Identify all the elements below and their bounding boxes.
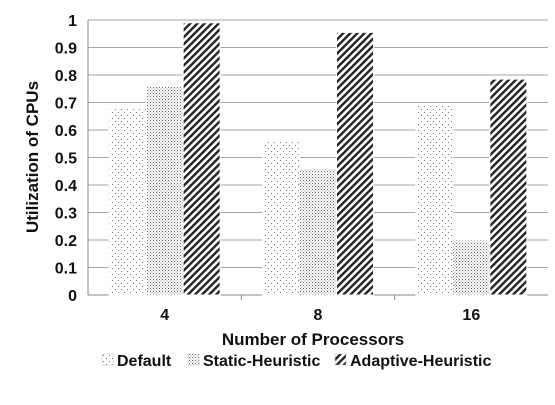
bar-static-heuristic-4 xyxy=(145,85,184,296)
bar-adaptive-heuristic-4 xyxy=(182,22,221,296)
bar-static-heuristic-8 xyxy=(299,168,337,296)
legend-swatch-adaptive-heuristic xyxy=(334,353,347,366)
bar-adaptive-heuristic-16 xyxy=(489,78,528,296)
y-tick-label: 1 xyxy=(68,13,77,30)
bars xyxy=(108,22,528,296)
y-tick-label: 0.4 xyxy=(55,178,77,195)
legend-swatch-default xyxy=(101,353,114,366)
y-tick-label: 0.9 xyxy=(55,41,77,58)
x-tick-labels: 4 8 16 xyxy=(160,307,480,324)
y-tick-labels: 0 0.1 0.2 0.3 0.4 0.5 0.6 0.7 0.8 0.9 1 xyxy=(55,13,77,305)
x-axis-title: Number of Processors xyxy=(222,330,404,349)
legend-swatch-static-heuristic xyxy=(187,353,200,366)
y-tick-label: 0.6 xyxy=(55,123,77,140)
y-tick-label: 0.8 xyxy=(55,68,77,85)
y-tick-label: 0.2 xyxy=(55,233,77,250)
x-tick-label: 8 xyxy=(314,307,323,324)
bar-default-4 xyxy=(108,107,147,296)
bar-default-16 xyxy=(415,104,454,296)
bar-static-heuristic-16 xyxy=(452,239,491,296)
bar-adaptive-heuristic-8 xyxy=(336,31,374,296)
legend-label: Static-Heuristic xyxy=(203,353,320,370)
legend-label: Adaptive-Heuristic xyxy=(350,353,491,370)
legend-label: Default xyxy=(117,353,172,370)
x-tick-label: 4 xyxy=(160,307,169,324)
legend: Default Static-Heuristic Adaptive-Heuristi… xyxy=(101,353,491,370)
x-tick-label: 16 xyxy=(462,307,480,324)
y-tick-label: 0 xyxy=(68,288,77,305)
y-axis-title: Utilization of CPUs xyxy=(23,81,42,233)
y-tick-label: 0.3 xyxy=(55,206,77,223)
bar-default-8 xyxy=(262,140,300,296)
y-tick-label: 0.7 xyxy=(55,96,77,113)
y-tick-label: 0.5 xyxy=(55,151,77,168)
y-tick-label: 0.1 xyxy=(55,261,77,278)
